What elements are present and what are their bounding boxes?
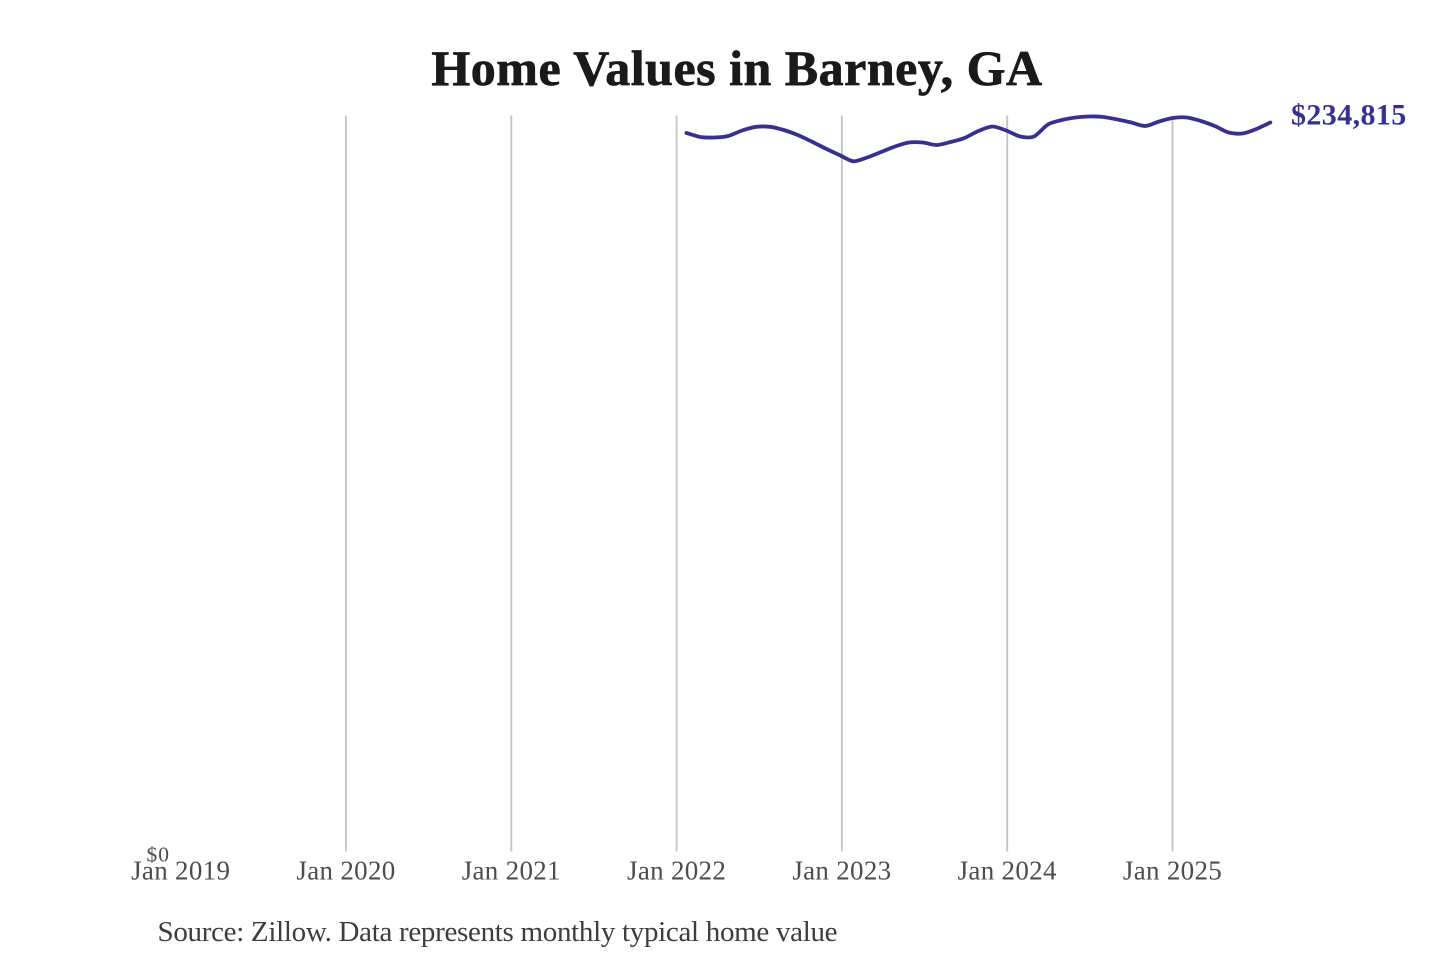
svg-text:Source: Zillow. Data represent: Source: Zillow. Data represents monthly …: [158, 916, 838, 948]
svg-text:Jan 2019: Jan 2019: [131, 856, 230, 886]
svg-text:Jan 2024: Jan 2024: [958, 856, 1057, 886]
svg-text:Jan 2023: Jan 2023: [792, 856, 891, 886]
svg-text:Home Values in Barney, GA: Home Values in Barney, GA: [431, 40, 1042, 96]
svg-text:Jan 2020: Jan 2020: [296, 856, 395, 886]
svg-text:Jan 2025: Jan 2025: [1123, 856, 1222, 886]
svg-text:$0: $0: [147, 843, 171, 867]
svg-text:Jan 2022: Jan 2022: [627, 856, 726, 886]
svg-text:Jan 2021: Jan 2021: [462, 856, 561, 886]
svg-text:$234,815: $234,815: [1291, 99, 1407, 132]
